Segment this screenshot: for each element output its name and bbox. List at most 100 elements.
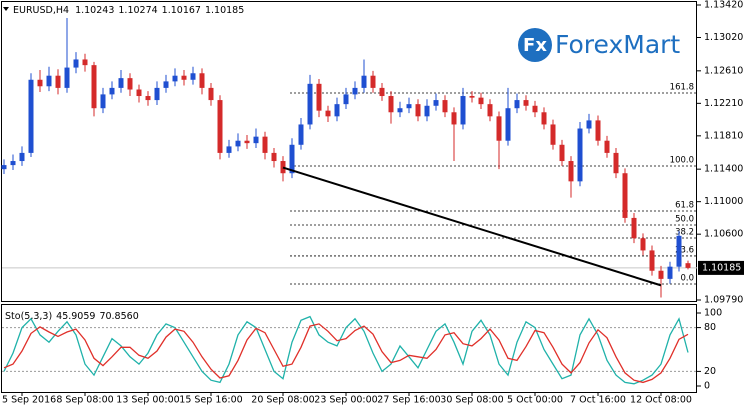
menu-arrow <box>3 7 9 11</box>
candle-body <box>64 67 70 88</box>
y-tick-label: 1.10600 <box>704 229 743 240</box>
candle-body <box>325 110 331 117</box>
price-tag-label: 1.10185 <box>702 262 741 273</box>
candle-body <box>109 87 115 95</box>
x-tick-label: 13 Sep 00:00 <box>116 395 179 406</box>
candle-body <box>460 96 466 125</box>
x-tick-label: 15 Sep 16:00 <box>179 395 242 406</box>
candle-body <box>658 270 664 279</box>
candle-body <box>631 217 637 239</box>
candle-body <box>28 79 34 153</box>
candle-body <box>73 59 79 68</box>
fib-label: 0.0 <box>680 273 694 283</box>
candle-body <box>523 100 529 106</box>
stochastic-signal: 70.8560 <box>99 311 138 322</box>
candle-body <box>19 152 25 162</box>
candle-body <box>451 112 457 125</box>
candle-body <box>208 87 214 101</box>
x-tick-label: 5 Sep 2016 <box>2 395 56 406</box>
candle-body <box>91 65 97 109</box>
y-tick-label: 1.13020 <box>704 32 743 43</box>
candle-body <box>244 140 250 144</box>
x-tick-label: 5 Oct 00:00 <box>507 395 563 406</box>
candle-body <box>154 87 160 101</box>
candle-body <box>433 100 439 106</box>
candle-body <box>586 120 592 129</box>
price-tag <box>698 260 744 275</box>
candle-body <box>415 104 421 117</box>
y2-tick-label: 20 <box>704 366 716 377</box>
candle-body <box>649 250 655 271</box>
stochastic-main: 45.9059 <box>56 311 95 322</box>
y-tick-label: 1.09790 <box>704 295 743 306</box>
sub-frame <box>1 304 697 393</box>
candle-body <box>316 83 322 111</box>
candle-body <box>37 79 43 87</box>
logo-icon: Fx <box>523 35 547 56</box>
fib-label: 38.2 <box>675 227 694 237</box>
x-tick-label: 7 Oct 16:00 <box>570 395 626 406</box>
candle-body <box>226 146 232 153</box>
y2-tick-label: 100 <box>704 308 722 319</box>
candle-body <box>514 100 520 109</box>
main-frame <box>1 1 697 302</box>
candle-body <box>361 75 367 88</box>
candle-body <box>145 96 151 101</box>
fib-label: 161.8 <box>670 83 694 93</box>
candle-body <box>397 108 403 113</box>
y-tick-label: 1.11400 <box>704 164 743 175</box>
candle-body <box>307 83 313 125</box>
candle-body <box>334 104 340 117</box>
x-tick-label: 27 Sep 16:00 <box>377 395 440 406</box>
close: 1.10185 <box>205 5 244 16</box>
candle-body <box>604 140 610 153</box>
y-tick-label: 1.11000 <box>704 196 743 207</box>
y-tick-label: 1.12210 <box>704 98 743 109</box>
candle-body <box>352 87 358 95</box>
candle-body <box>181 75 187 80</box>
stochastic-line <box>3 315 689 385</box>
candle-body <box>118 78 124 88</box>
candle-body <box>370 75 376 88</box>
y-tick-label: 1.12610 <box>704 65 743 76</box>
candle-body <box>280 161 286 174</box>
y2-tick-label: 0 <box>704 381 710 392</box>
candle-body <box>496 116 502 141</box>
candle-body <box>595 120 601 141</box>
candle-body <box>541 112 547 125</box>
candle-body <box>82 59 88 66</box>
high: 1.10274 <box>118 5 157 16</box>
candle-body <box>1 165 7 170</box>
candle-body <box>505 108 511 141</box>
candle-body <box>550 124 556 145</box>
logo-text: ForexMart <box>555 30 680 59</box>
candle-body <box>685 263 691 268</box>
candle-body <box>10 161 16 166</box>
candle-body <box>622 173 628 218</box>
candle-body <box>406 104 412 109</box>
candle-body <box>676 235 682 267</box>
fib-label: 23.6 <box>675 245 694 255</box>
candle-body <box>100 94 106 109</box>
y-tick-label: 1.11810 <box>704 130 743 141</box>
candle-body <box>298 124 304 145</box>
fib-label: 61.8 <box>675 201 694 211</box>
stochastic-header: Sto(5,3,3) 45.9059 70.8560 <box>5 311 139 322</box>
header: EURUSD,H4 1.10243 1.10274 1.10167 1.10185 <box>13 5 244 16</box>
candle-body <box>568 161 574 182</box>
x-tick-label: 23 Sep 00:00 <box>314 395 377 406</box>
x-tick-label: 20 Sep 08:00 <box>251 395 314 406</box>
candle-body <box>127 78 133 90</box>
candle-body <box>289 144 295 174</box>
candle-body <box>559 144 565 162</box>
candle-body <box>487 104 493 117</box>
candle-body <box>532 105 538 113</box>
candle-body <box>190 73 196 80</box>
candle-body <box>172 75 178 82</box>
stochastic-line <box>3 323 689 384</box>
candle-body <box>262 136 268 153</box>
stochastic-title: Sto(5,3,3) <box>5 311 52 322</box>
fib-label: 100.0 <box>670 155 694 165</box>
